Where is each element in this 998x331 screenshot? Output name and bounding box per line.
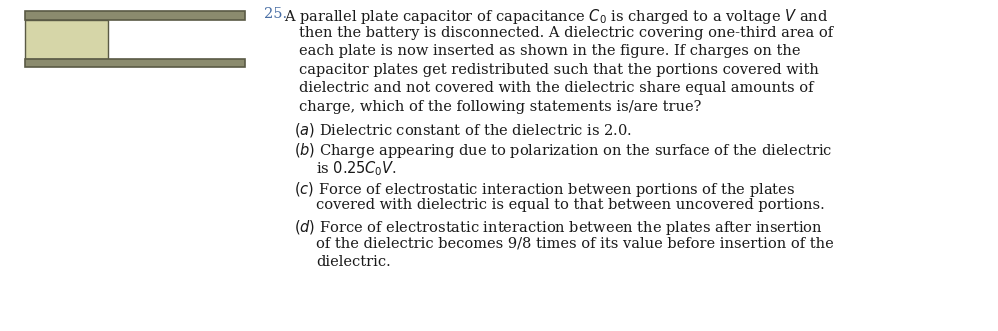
Text: dielectric and not covered with the dielectric share equal amounts of: dielectric and not covered with the diel… (299, 81, 814, 95)
Text: covered with dielectric is equal to that between uncovered portions.: covered with dielectric is equal to that… (316, 198, 825, 212)
FancyBboxPatch shape (25, 20, 109, 59)
FancyBboxPatch shape (25, 59, 245, 68)
Text: each plate is now inserted as shown in the figure. If charges on the: each plate is now inserted as shown in t… (299, 44, 801, 58)
Text: is $0.25C_0V$.: is $0.25C_0V$. (316, 159, 397, 178)
Text: capacitor plates get redistributed such that the portions covered with: capacitor plates get redistributed such … (299, 63, 819, 76)
Text: dielectric.: dielectric. (316, 256, 391, 269)
Text: charge, which of the following statements is/are true?: charge, which of the following statement… (299, 100, 702, 114)
Text: of the dielectric becomes 9/8 times of its value before insertion of the: of the dielectric becomes 9/8 times of i… (316, 237, 834, 251)
Text: $(c)$ Force of electrostatic interaction between portions of the plates: $(c)$ Force of electrostatic interaction… (294, 179, 795, 199)
Text: $(a)$ Dielectric constant of the dielectric is 2.0.: $(a)$ Dielectric constant of the dielect… (294, 121, 633, 139)
Text: then the battery is disconnected. A dielectric covering one-third area of: then the battery is disconnected. A diel… (299, 25, 833, 40)
Text: 25.: 25. (264, 7, 287, 21)
Text: $(b)$ Charge appearing due to polarization on the surface of the dielectric: $(b)$ Charge appearing due to polarizati… (294, 141, 833, 160)
Text: $(d)$ Force of electrostatic interaction between the plates after insertion: $(d)$ Force of electrostatic interaction… (294, 218, 823, 237)
FancyBboxPatch shape (25, 11, 245, 20)
Text: A parallel plate capacitor of capacitance $C_0$ is charged to a voltage $V$ and: A parallel plate capacitor of capacitanc… (284, 7, 828, 26)
